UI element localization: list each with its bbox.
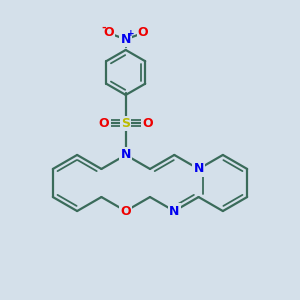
Text: N: N [121,33,131,46]
Text: N: N [194,163,204,176]
Text: +: + [127,29,134,38]
Text: -: - [101,23,106,33]
Text: S: S [121,117,130,130]
Text: O: O [142,117,153,130]
Text: O: O [103,26,114,39]
Text: N: N [169,205,179,218]
Text: O: O [99,117,110,130]
Text: O: O [138,26,148,39]
Text: N: N [121,148,131,161]
Text: O: O [120,205,131,218]
